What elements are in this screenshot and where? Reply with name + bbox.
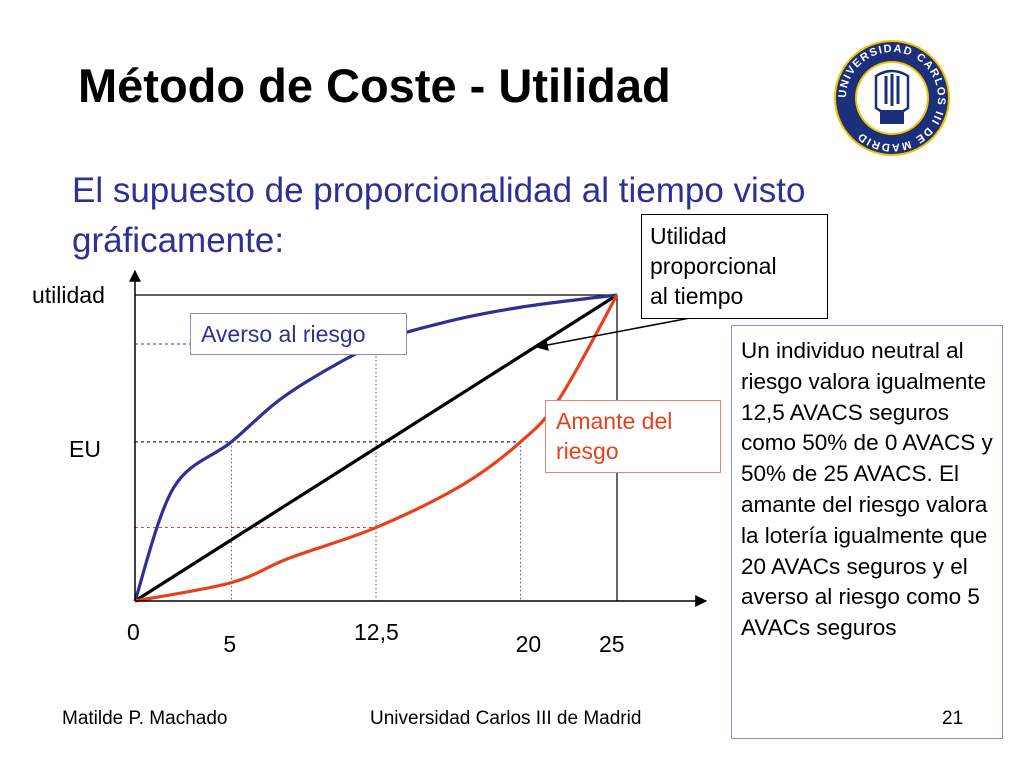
averso-al-riesgo-label: Averso al riesgo	[190, 313, 407, 355]
university-seal-icon: UNIVERSIDAD CARLOS III DE MADRID	[834, 40, 950, 156]
proporcional-pointer-arrow	[535, 317, 691, 351]
explanation-note: Un individuo neutral al riesgo valora ig…	[731, 325, 1003, 739]
axes-layer	[129, 269, 708, 607]
x-tick-label-0: 0	[127, 619, 140, 645]
amante-series-line	[134, 294, 619, 603]
y-axis-label: utilidad	[32, 282, 105, 308]
y-tick-label-eu: EU	[69, 436, 101, 462]
page-number: 21	[942, 708, 964, 729]
footer-author: Matilde P. Machado	[62, 708, 228, 729]
averso-series-line	[133, 293, 618, 602]
amante-del-riesgo-label: Amante del riesgo	[545, 400, 721, 473]
slide-title: Método de Coste - Utilidad	[78, 59, 671, 112]
labels-layer: utilidad EU 0 5 12,5 20 25	[32, 282, 625, 657]
slide-subtitle: El supuesto de proporcionalidad al tiemp…	[72, 171, 806, 260]
x-tick-label-2: 12,5	[354, 619, 399, 645]
footer-university: Universidad Carlos III de Madrid	[370, 708, 642, 729]
utilidad-proporcional-label: Utilidad proporcional al tiempo	[641, 214, 828, 319]
x-tick-label-4: 25	[599, 631, 625, 657]
x-tick-label-1: 5	[223, 631, 236, 657]
x-tick-label-3: 20	[516, 631, 542, 657]
